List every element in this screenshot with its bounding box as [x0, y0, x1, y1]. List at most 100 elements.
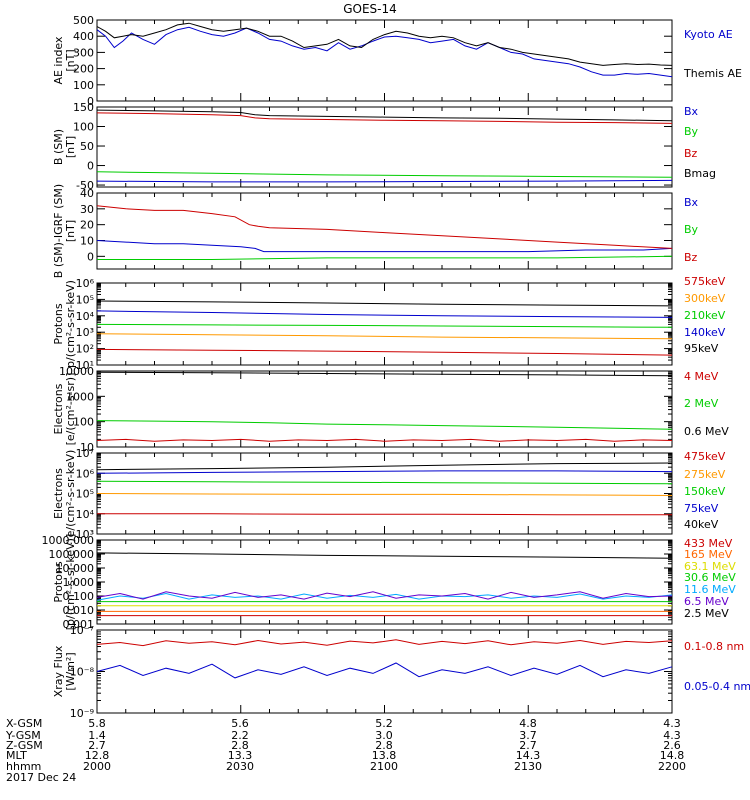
- footer-row-label: Y-GSM: [5, 729, 41, 742]
- legend-label: 300keV: [684, 292, 726, 305]
- y-tick-label: 10⁻⁸: [70, 666, 95, 679]
- y-tick-label: 10⁵: [76, 488, 94, 501]
- footer-row-label: Z-GSM: [6, 739, 43, 752]
- panel-protons_low: 10¹ 10² 10³ 10⁴ 10⁵ 10⁶ Protons p/(cm²-s-sr-keV…: [52, 275, 726, 372]
- footer-cell: 12.8: [85, 749, 110, 762]
- y-axis-label: [nT]: [64, 136, 77, 158]
- y-tick-label: 10²: [76, 343, 94, 356]
- legend-label: By: [684, 223, 699, 236]
- footer-cell: 13.3: [228, 749, 253, 762]
- y-tick-label: 10⁴: [76, 310, 95, 323]
- y-tick-label: 1000.000: [42, 534, 95, 547]
- footer-cell: 14.8: [660, 749, 685, 762]
- legend-label: By: [684, 125, 699, 138]
- panel-xray: 10⁻⁹ 10⁻⁸ 10⁻⁷ Xray Flux [W/m²] 0.1-0.8 nm 0.0…: [52, 624, 750, 720]
- footer-cell: 3.0: [375, 729, 393, 742]
- y-tick-label: 10³: [76, 326, 94, 339]
- series-line-Themis AE: [96, 22, 673, 66]
- y-tick-label: 50: [80, 140, 94, 153]
- legend-label: 75keV: [684, 502, 719, 515]
- series-line-11.6 MeV: [96, 592, 673, 601]
- y-tick-label: 30: [80, 203, 94, 216]
- y-axis-label: Xray Flux: [52, 645, 65, 697]
- y-tick-label: 10⁷: [76, 447, 94, 460]
- legend-label: 0.6 MeV: [684, 425, 729, 438]
- y-axis-label: [p/(cm²-s-sr-keV)]: [64, 534, 77, 631]
- footer-cell: 2.8: [231, 739, 249, 752]
- y-axis-label: e/(cm²-s-sr-keV): [64, 450, 77, 538]
- series-line-95keV: [96, 300, 673, 307]
- legend-label: 40keV: [684, 518, 719, 531]
- y-tick-label: 10⁴: [76, 508, 95, 521]
- panel-frame: [96, 370, 673, 448]
- legend-label: 0.1-0.8 nm: [684, 640, 744, 653]
- ephemeris-footer: X-GSM 5.8 5.6 5.2 4.8 4.3 Y-GSM 1.4 2.2 3.0 3.7 4.3…: [5, 717, 686, 784]
- legend-label: 4 MeV: [684, 370, 719, 383]
- y-tick-label: 1.000: [63, 576, 95, 589]
- y-tick-label: 10⁻⁹: [70, 707, 94, 720]
- footer-cell: 2200: [658, 760, 686, 773]
- y-tick-label: 10000: [59, 365, 94, 378]
- y-tick-label: 200: [73, 63, 94, 76]
- footer-cell: 13.8: [372, 749, 397, 762]
- series-line-75keV: [96, 470, 673, 474]
- y-tick-label: 500: [73, 14, 94, 27]
- series-line-2 MeV: [96, 420, 673, 430]
- series-line-275keV: [96, 493, 673, 496]
- y-tick-label: 10⁵: [76, 293, 94, 306]
- y-axis-label: Electrons: [52, 468, 65, 519]
- legend-label: 475keV: [684, 450, 726, 463]
- footer-cell: 5.6: [231, 717, 249, 730]
- panel-electrons_high: 10 100 1000 10000 Electrons [e/(cm²-s-sr)] 4 M…: [52, 365, 729, 454]
- y-tick-label: 0: [87, 250, 94, 263]
- y-tick-label: 10³: [76, 528, 94, 541]
- y-tick-label: 10: [80, 441, 94, 454]
- series-line-By: [96, 171, 673, 178]
- series-line-4 MeV: [96, 438, 673, 442]
- footer-row-label: hhmm: [6, 760, 41, 773]
- y-axis-label: [e/(cm²-s-sr)]: [64, 373, 77, 446]
- series-line-Kyoto AE: [96, 26, 673, 78]
- y-tick-label: 10⁶: [76, 277, 95, 290]
- series-line-0.6 MeV: [96, 371, 673, 377]
- footer-cell: 4.3: [663, 729, 681, 742]
- series-line-0.05-0.4 nm: [96, 662, 673, 679]
- panel-b_igrf: 0 10 20 30 40 B (SM)-IGRF (SM) [nT] Bx By Bz: [52, 184, 699, 278]
- legend-label: 11.6 MeV: [684, 583, 736, 596]
- legend-label: 6.5 MeV: [684, 595, 729, 608]
- footer-cell: 4.8: [519, 717, 537, 730]
- footer-cell: 2000: [83, 760, 111, 773]
- y-tick-label: 0.001: [63, 618, 95, 631]
- legend-label: 2.5 MeV: [684, 607, 729, 620]
- series-line-Bx: [96, 240, 673, 253]
- y-axis-label: B (SM)-IGRF (SM): [52, 184, 65, 278]
- series-line-150keV: [96, 480, 673, 485]
- series-line-Bmag: [96, 109, 673, 122]
- y-tick-label: 10.000: [56, 562, 95, 575]
- panel-ae_index: 0 100 200 300 400 500 AE index [nT] Kyoto AE Them…: [52, 14, 742, 108]
- plot-title: GOES-14: [343, 2, 397, 16]
- legend-label: 150keV: [684, 485, 726, 498]
- series-line-300keV: [96, 333, 673, 340]
- series-line-2.5 MeV: [96, 552, 673, 559]
- y-axis-label: [W/m²]: [64, 652, 77, 690]
- y-tick-label: 0: [87, 160, 94, 173]
- legend-label: 95keV: [684, 342, 719, 355]
- panel-electrons_low: 10³ 10⁴ 10⁵ 10⁶ 10⁷ Electrons e/(cm²-s-sr-keV)…: [52, 447, 726, 541]
- legend-label: Bx: [684, 196, 699, 209]
- legend-label: 2 MeV: [684, 397, 719, 410]
- footer-row-label: X-GSM: [6, 717, 42, 730]
- y-tick-label: 300: [73, 46, 94, 59]
- footer-cell: 2130: [514, 760, 542, 773]
- series-line-40keV: [96, 462, 673, 471]
- footer-cell: 2.6: [663, 739, 681, 752]
- series-line-0.1-0.8 nm: [96, 639, 673, 647]
- y-axis-label: B (SM): [52, 129, 65, 165]
- legend-label: 30.6 MeV: [684, 571, 736, 584]
- legend-label: Bz: [684, 147, 698, 160]
- y-tick-label: 400: [73, 30, 94, 43]
- footer-cell: 1.4: [88, 729, 106, 742]
- footer-cell: 14.3: [516, 749, 541, 762]
